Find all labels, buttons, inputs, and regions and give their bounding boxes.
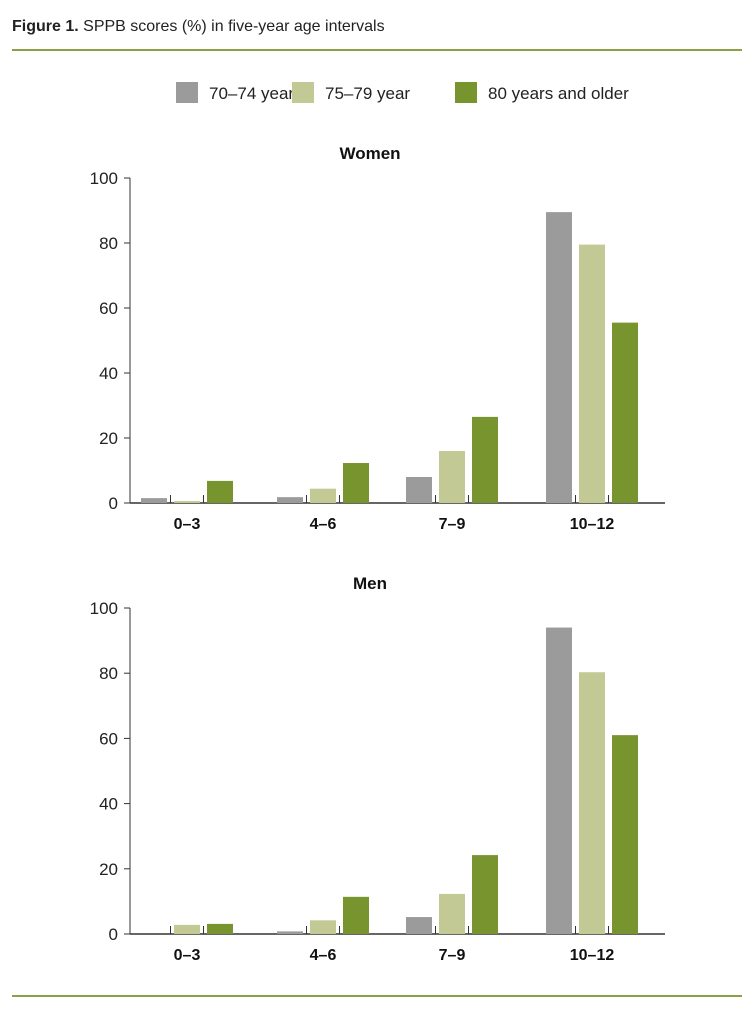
- bar: [174, 501, 200, 503]
- legend-swatch: [176, 82, 198, 103]
- y-tick-label: 80: [99, 664, 118, 683]
- legend-label: 70–74 year: [209, 84, 294, 103]
- legend-swatch: [455, 82, 477, 103]
- bar: [343, 463, 369, 503]
- x-tick-label: 0–3: [174, 516, 201, 533]
- legend-label: 75–79 year: [325, 84, 410, 103]
- bar: [612, 735, 638, 934]
- y-tick-label: 0: [109, 925, 118, 944]
- bar: [546, 627, 572, 934]
- bar: [277, 931, 303, 934]
- chart-panel-women: Women 0 20 40 60 80 100 0–3 4–6 7–9 10–12: [90, 144, 665, 533]
- y-tick-label: 40: [99, 364, 118, 383]
- chart-title: Women: [339, 144, 400, 163]
- y-tick-label: 80: [99, 234, 118, 253]
- y-tick-label: 100: [90, 599, 118, 618]
- bar: [579, 244, 605, 503]
- bottom-rule: [12, 995, 742, 997]
- bar: [277, 497, 303, 503]
- x-tick-label: 4–6: [310, 516, 337, 533]
- bar: [207, 923, 233, 934]
- bar: [343, 896, 369, 934]
- x-tick-label: 7–9: [439, 516, 466, 533]
- chart-panel-men: Men 0 20 40 60 80 100 0–3 4–6 7–9 10–12: [90, 574, 665, 964]
- legend-swatch: [292, 82, 314, 103]
- x-tick-label: 4–6: [310, 947, 337, 964]
- legend-item: 70–74 year: [176, 82, 294, 103]
- y-tick-label: 40: [99, 795, 118, 814]
- figure-caption-text: SPPB scores (%) in five-year age interva…: [83, 18, 385, 35]
- figure-caption: Figure 1. SPPB scores (%) in five-year a…: [12, 18, 385, 36]
- top-rule: [12, 49, 742, 51]
- legend-label: 80 years and older: [488, 84, 629, 103]
- x-tick-label: 7–9: [439, 947, 466, 964]
- y-tick-label: 20: [99, 429, 118, 448]
- bar: [406, 477, 432, 503]
- chart-title: Men: [353, 574, 387, 593]
- bar: [207, 480, 233, 503]
- bar: [174, 924, 200, 934]
- x-tick-label: 0–3: [174, 947, 201, 964]
- legend-item: 75–79 year: [292, 82, 410, 103]
- bar: [472, 416, 498, 503]
- figure-label: Figure 1.: [12, 18, 79, 35]
- bar: [579, 672, 605, 934]
- bar: [141, 498, 167, 503]
- x-tick-label: 10–12: [570, 516, 615, 533]
- bar: [612, 322, 638, 503]
- bar: [310, 920, 336, 934]
- bar: [439, 451, 465, 503]
- y-tick-label: 60: [99, 729, 118, 748]
- y-tick-label: 20: [99, 860, 118, 879]
- y-tick-label: 60: [99, 299, 118, 318]
- y-tick-label: 100: [90, 169, 118, 188]
- bar: [546, 212, 572, 503]
- x-tick-label: 10–12: [570, 947, 615, 964]
- bar: [406, 917, 432, 934]
- bar: [472, 855, 498, 934]
- legend-item: 80 years and older: [455, 82, 629, 103]
- bar: [310, 488, 336, 503]
- bar: [439, 893, 465, 934]
- y-tick-label: 0: [109, 494, 118, 513]
